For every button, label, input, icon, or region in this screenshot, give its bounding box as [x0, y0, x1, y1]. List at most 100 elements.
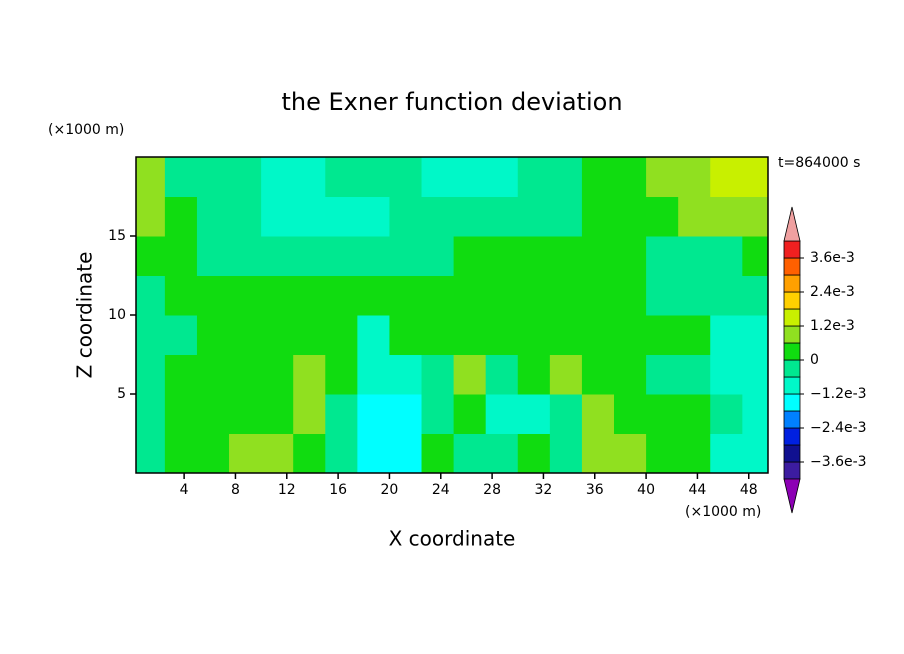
contour-cell	[453, 315, 487, 355]
contour-cell	[421, 157, 455, 197]
contour-cell	[229, 315, 262, 355]
contour-cell	[646, 196, 679, 237]
contour-cell	[742, 315, 769, 355]
contour-cell	[136, 394, 166, 434]
contour-cell	[229, 394, 262, 434]
contour-cell	[453, 433, 487, 474]
contour-cell	[164, 236, 198, 276]
contour-cell	[614, 394, 647, 434]
colorbar-box	[783, 427, 801, 446]
contour-cell	[389, 394, 423, 434]
contour-cell	[196, 196, 230, 237]
contour-cell	[421, 236, 455, 276]
contour-cell	[646, 236, 679, 276]
x-tick-label: 48	[740, 482, 758, 498]
contour-cell	[229, 236, 262, 276]
contour-cell	[614, 157, 647, 197]
contour-cell	[742, 275, 769, 316]
contour-cell	[710, 275, 743, 316]
colorbar-under	[783, 478, 801, 514]
contour-cell	[357, 354, 390, 395]
colorbar-label: −3.6e-3	[810, 454, 867, 470]
contour-cell	[710, 354, 743, 395]
y-tick-label: 5	[117, 386, 126, 402]
contour-cell	[678, 354, 711, 395]
x-tick-label: 32	[535, 482, 553, 498]
contour-cell	[614, 354, 647, 395]
contour-cell	[293, 275, 326, 316]
x-tick-label: 24	[432, 482, 450, 498]
contour-cell	[389, 236, 423, 276]
contour-cell	[581, 275, 615, 316]
contour-cell	[261, 275, 294, 316]
contour-cell	[196, 394, 230, 434]
colorbar-box	[783, 325, 801, 344]
contour-cell	[325, 433, 358, 474]
contour-cell	[646, 275, 679, 316]
colorbar-box	[783, 240, 801, 259]
contour-cell	[453, 275, 487, 316]
contour-cell	[357, 157, 390, 197]
contour-cell	[581, 157, 615, 197]
contour-cell	[710, 236, 743, 276]
contour-cell	[742, 196, 769, 237]
contour-cell	[646, 315, 679, 355]
contour-cell	[646, 354, 679, 395]
contour-cell	[357, 315, 390, 355]
x-tick-label: 16	[329, 482, 347, 498]
contour-cell	[421, 394, 455, 434]
contour-cell	[196, 354, 230, 395]
contour-cell	[646, 157, 679, 197]
contour-cell	[293, 394, 326, 434]
contour-cell	[389, 275, 423, 316]
contour-cell	[549, 354, 583, 395]
x-tick-label: 28	[483, 482, 501, 498]
contour-cell	[678, 236, 711, 276]
contour-cell	[164, 157, 198, 197]
colorbar-box	[783, 461, 801, 480]
contour-cell	[710, 315, 743, 355]
contour-cell	[357, 394, 390, 434]
contour-cell	[581, 236, 615, 276]
contour-cell	[136, 236, 166, 276]
colorbar-box	[783, 257, 801, 276]
contour-cell	[293, 354, 326, 395]
contour-cell	[517, 275, 551, 316]
contour-cell	[710, 433, 743, 474]
colorbar-label: 0	[810, 352, 819, 368]
contour-cell	[261, 315, 294, 355]
contour-cell	[421, 275, 455, 316]
contour-cell	[678, 275, 711, 316]
contour-cell	[261, 196, 294, 237]
contour-cell	[325, 315, 358, 355]
contour-cell	[421, 196, 455, 237]
contour-cell	[485, 157, 519, 197]
contour-cell	[549, 433, 583, 474]
contour-cell	[581, 433, 615, 474]
contour-cell	[196, 157, 230, 197]
contour-cell	[293, 236, 326, 276]
contour-cell	[136, 196, 166, 237]
contour-cell	[453, 157, 487, 197]
colorbar-over	[783, 206, 801, 242]
contour-cell	[325, 394, 358, 434]
y-unit: (×1000 m)	[48, 122, 124, 138]
time-annotation: t=864000 s	[778, 155, 860, 171]
colorbar-box	[783, 376, 801, 395]
contour-cell	[261, 157, 294, 197]
contour-cell	[421, 433, 455, 474]
x-tick-label: 20	[381, 482, 399, 498]
contour-cell	[549, 394, 583, 434]
contour-cell	[742, 236, 769, 276]
contour-cell	[164, 354, 198, 395]
contour-cell	[325, 196, 358, 237]
contour-cell	[614, 196, 647, 237]
contour-cell	[229, 354, 262, 395]
contour-cell	[453, 354, 487, 395]
contour-cell	[229, 157, 262, 197]
contour-cell	[196, 433, 230, 474]
chart-title: the Exner function deviation	[281, 88, 622, 116]
contour-cell	[581, 315, 615, 355]
contour-cell	[517, 315, 551, 355]
